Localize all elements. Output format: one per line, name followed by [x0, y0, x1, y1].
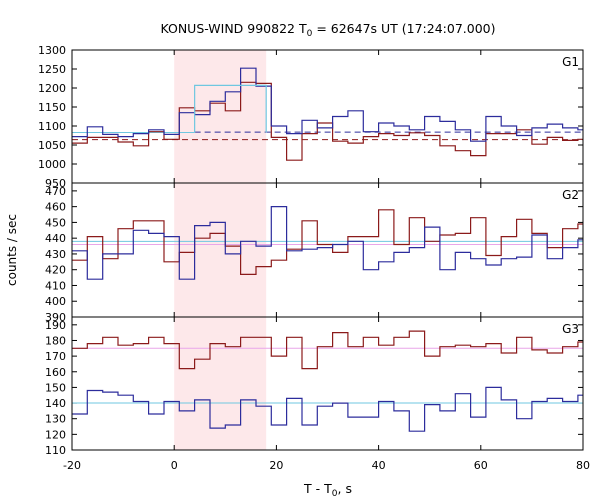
series-red-step-line: [72, 209, 583, 275]
y-tick-label: 1150: [38, 101, 66, 114]
y-tick-label: 410: [45, 279, 66, 292]
y-tick-label: 470: [45, 185, 66, 198]
panel-frame: [71, 49, 584, 184]
x-axis-label-main: T - T: [303, 481, 332, 496]
y-tick-label: 390: [45, 311, 66, 324]
x-axis-label-sub: 0: [332, 489, 338, 499]
x-tick-label: 20: [269, 459, 283, 472]
y-tick-label: 130: [45, 413, 66, 426]
plot-area: 9501000105011001150120012501300G13904004…: [38, 44, 590, 472]
y-tick-label: 1250: [38, 63, 66, 76]
series-red-step-line: [72, 81, 583, 161]
y-tick-label: 440: [45, 232, 66, 245]
series-blue-step-line: [72, 206, 583, 280]
panel-label: G2: [562, 188, 579, 202]
y-tick-label: 190: [45, 319, 66, 332]
x-tick-label: 40: [372, 459, 386, 472]
y-axis-label: counts / sec: [5, 214, 19, 286]
y-tick-label: 120: [45, 428, 66, 441]
y-tick-label: 150: [45, 381, 66, 394]
chart-title: KONUS-WIND 990822 T0 = 62647s UT (17:24:…: [160, 21, 495, 39]
y-tick-label: 1050: [38, 139, 66, 152]
y-tick-label: 400: [45, 295, 66, 308]
x-tick-label: -20: [63, 459, 81, 472]
y-tick-label: 160: [45, 366, 66, 379]
y-tick-label: 430: [45, 248, 66, 261]
y-tick-label: 110: [45, 444, 66, 457]
y-tick-label: 1200: [38, 82, 66, 95]
series-blue-step-line: [72, 67, 583, 142]
panel-label: G1: [562, 55, 579, 69]
y-tick-label: 170: [45, 350, 66, 363]
panel-g2: 390 400 410 420 430 440 450 460 470 G2: [45, 182, 584, 324]
chart-title-sub: 0: [307, 29, 313, 39]
panel-g3: 110 120 130 140 150 160 170 180 190 G3: [45, 316, 584, 457]
y-tick-label: 180: [45, 334, 66, 347]
chart-title-main: KONUS-WIND 990822 T: [160, 21, 306, 36]
panel-g1: 950 1000 1050 1100 1150 1200 1250 1300 G1: [38, 44, 584, 190]
y-tick-label: 140: [45, 397, 66, 410]
highlight-interval: [174, 50, 267, 450]
y-tick-label: 420: [45, 264, 66, 277]
x-tick-label: 0: [171, 459, 178, 472]
series-red-step-line: [72, 330, 583, 370]
panel-frame: [71, 182, 584, 318]
y-tick-label: 1000: [38, 158, 66, 171]
signal-level-box: [194, 84, 267, 133]
x-tick-label: 60: [474, 459, 488, 472]
panel-frame: [71, 316, 584, 451]
x-tick-label: 80: [576, 459, 590, 472]
y-tick-label: 1100: [38, 120, 66, 133]
y-tick-label: 1300: [38, 44, 66, 57]
y-tick-label: 950: [45, 177, 66, 190]
y-tick-label: 460: [45, 201, 66, 214]
y-tick-label: 450: [45, 216, 66, 229]
series-blue-step-line: [72, 386, 583, 432]
x-axis-label: T - T0, s: [303, 481, 352, 499]
chart-title-rest: = 62647s UT (17:24:07.000): [312, 21, 495, 36]
panel-label: G3: [562, 322, 579, 336]
x-axis-label-rest: , s: [338, 481, 352, 496]
